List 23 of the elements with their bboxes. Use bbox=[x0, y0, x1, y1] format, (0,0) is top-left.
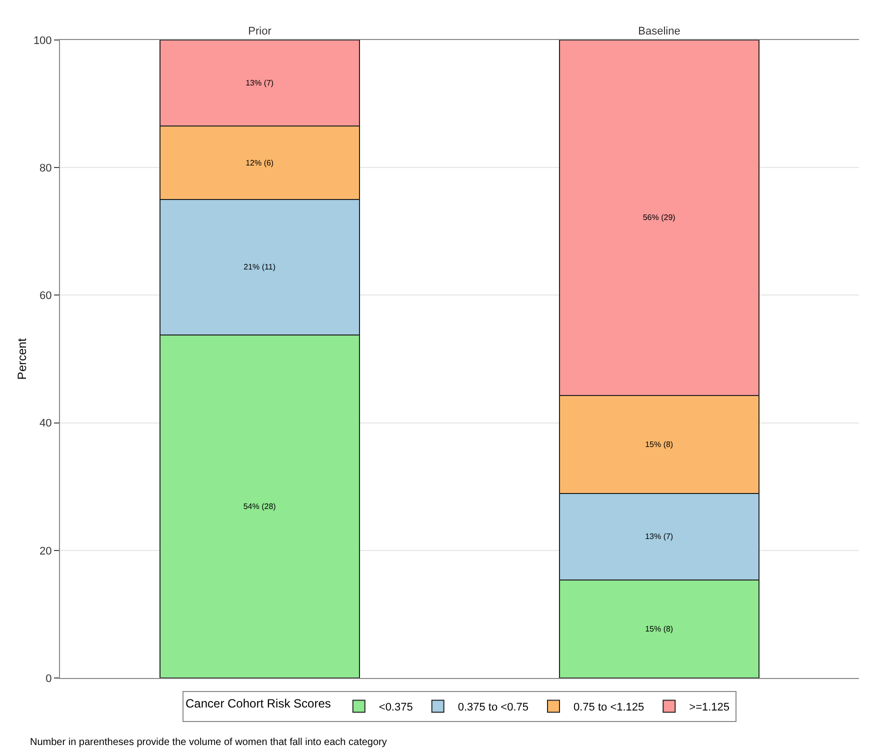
y-tick-label: 0 bbox=[46, 672, 52, 685]
data-label: 13% (7) bbox=[246, 78, 274, 88]
data-label: 54% (28) bbox=[243, 502, 276, 511]
legend-title: Cancer Cohort Risk Scores bbox=[186, 696, 331, 710]
y-axis-title: Percent bbox=[15, 338, 29, 380]
legend-label: >=1.125 bbox=[689, 702, 730, 714]
legend-label: 0.75 to <1.125 bbox=[574, 702, 644, 714]
data-label: 15% (8) bbox=[645, 440, 674, 449]
y-tick-label: 20 bbox=[40, 545, 52, 558]
legend-label: 0.375 to <0.75 bbox=[458, 702, 528, 714]
data-label: 15% (8) bbox=[645, 624, 674, 634]
data-label: 13% (7) bbox=[645, 532, 674, 542]
data-label: 12% (6) bbox=[246, 158, 274, 168]
data-label: 21% (11) bbox=[244, 262, 276, 272]
y-tick-label: 60 bbox=[40, 290, 52, 302]
x-tick-label: Baseline bbox=[638, 26, 680, 38]
x-tick-label: Prior bbox=[248, 26, 272, 38]
y-tick-label: 100 bbox=[33, 34, 52, 47]
y-tick-label: 40 bbox=[40, 418, 52, 430]
y-tick-label: 80 bbox=[40, 162, 52, 174]
text: Number in parentheses provide the volume of women that fall into each category bbox=[30, 737, 387, 748]
data-label: 56% (29) bbox=[642, 213, 676, 222]
legend-label: <0.375 bbox=[378, 702, 413, 714]
